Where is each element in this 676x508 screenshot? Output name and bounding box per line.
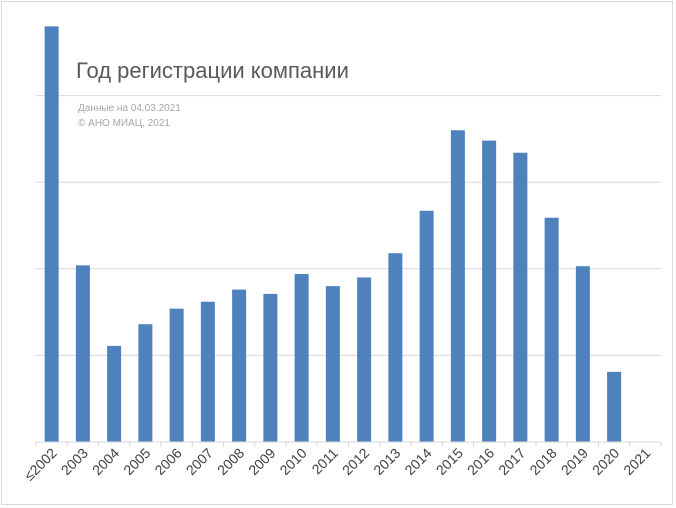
bar-2019	[575, 266, 590, 442]
bar-2013	[388, 253, 403, 442]
x-tick-label: 2010	[276, 445, 309, 478]
x-tick-label: 2008	[214, 445, 247, 478]
bar-2008	[232, 289, 247, 442]
bar-2009	[263, 293, 278, 442]
chart-title: Год регистрации компании	[76, 58, 349, 83]
x-tick-label: 2005	[120, 445, 153, 478]
x-tick-label: 2012	[339, 445, 372, 478]
x-tick-label: 2020	[589, 445, 622, 478]
x-tick-label: 2003	[58, 445, 91, 478]
bar-2014	[419, 210, 434, 442]
bar-2006	[169, 308, 184, 442]
x-tick-label: 2014	[401, 445, 434, 478]
x-tick-label: 2011	[308, 445, 341, 478]
bars	[44, 26, 622, 443]
bar-2018	[544, 217, 559, 442]
x-tick-label: 2006	[151, 445, 184, 478]
x-tick-labels: ≤200220032004200520062007200820092010201…	[21, 445, 654, 484]
x-tick-label: 2007	[183, 445, 216, 478]
bar-2016	[482, 140, 497, 442]
x-tick-label: 2013	[370, 445, 403, 478]
x-tick-marks	[35, 442, 662, 447]
bar-2015	[450, 130, 465, 443]
x-tick-label: ≤2002	[21, 445, 60, 484]
x-tick-label: 2015	[433, 445, 466, 478]
x-tick-label: 2018	[526, 445, 559, 478]
x-tick-label: 2016	[464, 445, 497, 478]
bar-2005	[138, 324, 153, 442]
bar-2011	[325, 286, 340, 442]
bar-2012	[357, 277, 372, 442]
bar-2007	[200, 301, 215, 442]
chart-subtitle-date: Данные на 04.03.2021	[78, 103, 181, 114]
gridlines	[36, 95, 661, 356]
bar-2003	[75, 265, 90, 442]
bar-2004	[107, 345, 122, 442]
bar-≤2002	[44, 26, 59, 442]
x-tick-label: 2004	[89, 445, 122, 478]
x-tick-label: 2019	[558, 445, 591, 478]
x-tick-label: 2017	[495, 445, 528, 478]
x-tick-label: 2009	[245, 445, 278, 478]
chart-subtitle-copyright: © АНО МИАЦ, 2021	[78, 118, 170, 129]
x-tick-label: 2021	[620, 445, 653, 478]
bar-2017	[513, 152, 528, 443]
bar-2020	[607, 371, 622, 442]
bar-2010	[294, 273, 309, 442]
